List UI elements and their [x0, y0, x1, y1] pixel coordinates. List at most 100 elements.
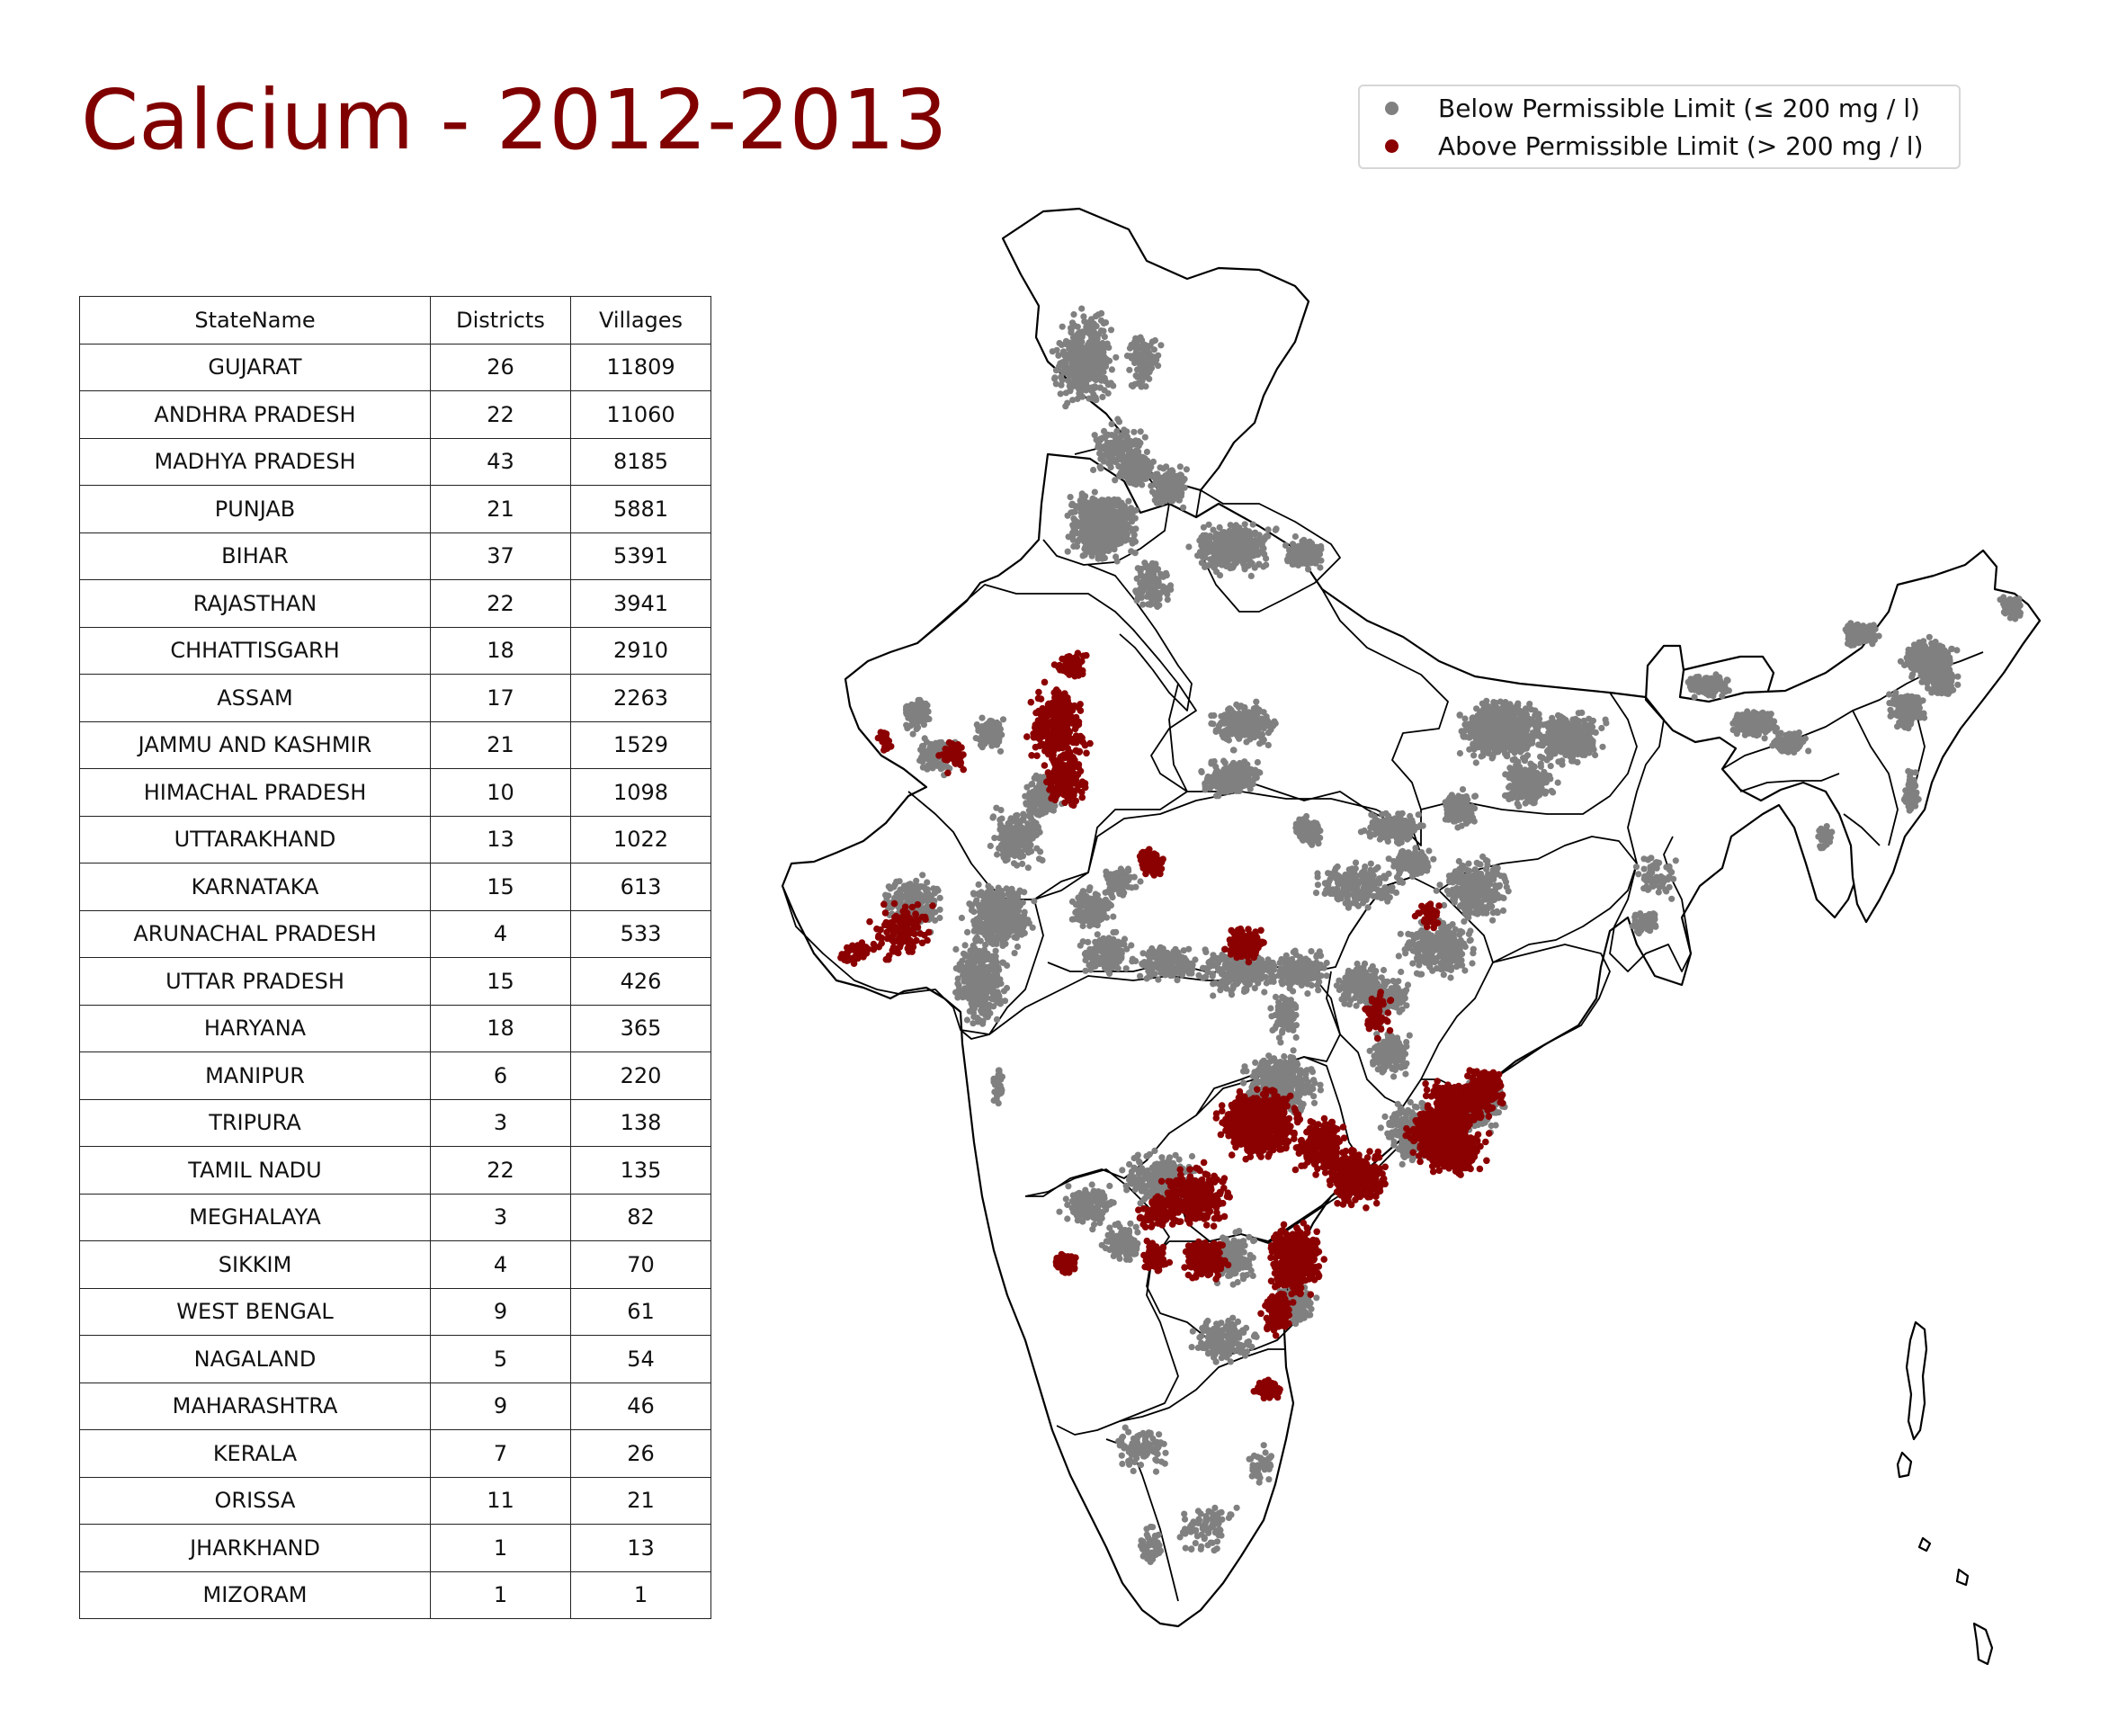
sample-dot: [1099, 393, 1106, 400]
sample-dot: [1157, 464, 1164, 471]
sample-dot: [1416, 940, 1423, 948]
sample-dot: [1091, 488, 1098, 496]
sample-dot: [1138, 362, 1145, 369]
sample-dot: [1058, 381, 1065, 389]
sample-dot: [1437, 965, 1444, 973]
sample-dot: [1387, 819, 1394, 826]
sample-dot: [1094, 515, 1101, 523]
sample-dot: [1166, 490, 1174, 498]
sample-dot: [1107, 327, 1115, 334]
sample-dot: [1290, 988, 1297, 995]
sample-dot: [1458, 801, 1465, 808]
cell-villages: 11809: [570, 343, 711, 391]
table-body: GUJARAT 26 11809 ANDHRA PRADESH 22 11060 MADHY…: [79, 343, 711, 1619]
sample-dot: [1146, 375, 1153, 382]
sample-dot: [1253, 774, 1260, 782]
sample-dot: [1259, 968, 1266, 975]
sample-dot: [1117, 433, 1125, 440]
sample-dot: [1080, 533, 1087, 541]
sample-dot: [1109, 456, 1116, 463]
sample-dot: [1144, 361, 1151, 368]
sample-dot: [1362, 969, 1370, 976]
sample-dot: [1376, 875, 1383, 882]
sample-dot: [1078, 385, 1086, 392]
sample-dot: [1354, 960, 1361, 968]
sample-dot: [1125, 497, 1132, 505]
sample-dot: [1310, 830, 1318, 837]
sample-dot: [1254, 707, 1261, 714]
sample-dot: [1484, 857, 1491, 864]
sample-dot: [1360, 869, 1367, 876]
sample-dot: [1107, 463, 1114, 471]
sample-dot: [1497, 872, 1505, 880]
sample-dot: [1304, 990, 1311, 998]
sample-dot: [1471, 792, 1479, 801]
sample-dot: [1311, 825, 1318, 832]
sample-dot: [1229, 974, 1237, 981]
sample-dot: [1164, 596, 1171, 604]
sample-dot: [1396, 823, 1403, 830]
sample-dot: [1393, 861, 1400, 868]
sample-dot: [1068, 500, 1076, 507]
sample-dot: [1089, 384, 1096, 391]
sample-dot: [1096, 537, 1104, 545]
sample-dot: [1379, 810, 1386, 818]
cell-districts: 43: [430, 437, 571, 486]
sample-dot: [1364, 904, 1372, 911]
sample-dot: [1348, 865, 1355, 872]
sample-dot: [1183, 466, 1190, 473]
sample-dot: [1247, 785, 1254, 792]
sample-dot: [1304, 549, 1311, 556]
sample-dot: [1251, 969, 1258, 976]
island-nicobar-3: [1972, 1622, 1994, 1666]
sample-dot: [1474, 872, 1481, 881]
sample-dot: [1473, 859, 1480, 866]
sample-dot: [1295, 559, 1302, 567]
sample-dot: [1354, 888, 1361, 895]
sample-dot: [1241, 521, 1248, 528]
sample-dot: [1203, 775, 1211, 783]
sample-dot: [1051, 375, 1059, 382]
legend: Below Permissible Limit (≤ 200 mg / l) A…: [1358, 85, 1961, 169]
sample-dot: [1227, 522, 1234, 529]
sample-dot: [1160, 476, 1167, 483]
sample-dot: [1239, 530, 1247, 537]
sample-dot: [1334, 885, 1341, 892]
sample-dot: [1147, 366, 1154, 373]
sample-dot: [1157, 494, 1164, 501]
sample-dot: [1141, 559, 1148, 567]
sample-dot: [1223, 532, 1230, 540]
sample-dot: [1049, 348, 1056, 355]
sample-dot: [1405, 858, 1412, 865]
sample-dot: [1335, 880, 1342, 887]
sample-dot: [1142, 574, 1149, 581]
sample-dot: [1101, 333, 1108, 340]
sample-dot: [1318, 557, 1325, 564]
sample-dot: [1123, 353, 1131, 360]
sample-dot: [1301, 969, 1309, 976]
sample-dot: [1125, 465, 1132, 472]
sample-dot: [1139, 580, 1147, 587]
sample-dot: [1240, 765, 1247, 773]
sample-dot: [1126, 345, 1134, 352]
sample-dot: [1089, 495, 1096, 503]
sample-dot: [1369, 819, 1376, 827]
sample-dot: [1247, 540, 1254, 547]
sample-dot: [1448, 940, 1455, 947]
sample-dot: [1251, 564, 1258, 571]
sample-dot: [1483, 890, 1490, 898]
legend-label-below: Below Permissible Limit (≤ 200 mg / l): [1438, 94, 1920, 123]
sample-dot: [1222, 558, 1230, 565]
sample-dot: [1210, 526, 1217, 533]
sample-dot: [1389, 883, 1396, 891]
sample-dot: [1474, 902, 1481, 910]
sample-dot: [1104, 381, 1112, 389]
sample-dot: [1065, 533, 1072, 541]
sample-dot: [1242, 715, 1249, 723]
sample-dot: [1256, 730, 1263, 738]
sample-dot: [1383, 889, 1390, 896]
sample-dot: [1228, 538, 1235, 546]
sample-dot: [1217, 789, 1224, 796]
sample-dot: [1061, 357, 1068, 365]
sample-dot: [1308, 948, 1315, 955]
